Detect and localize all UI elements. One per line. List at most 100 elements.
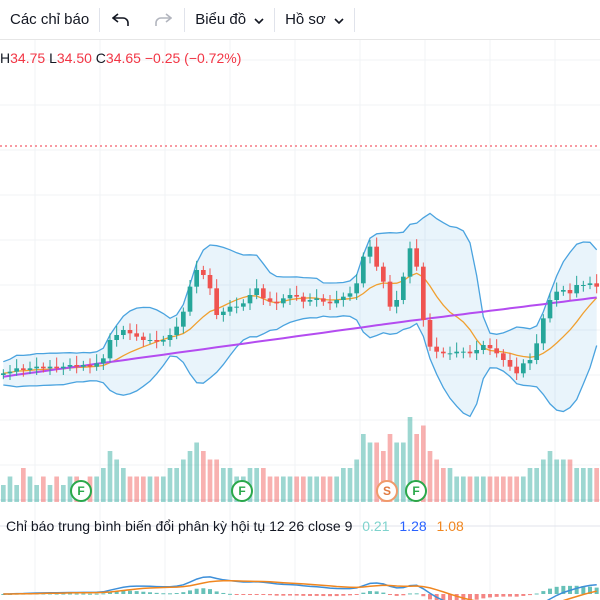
candle-body xyxy=(581,285,586,286)
volume-bar xyxy=(554,459,559,502)
volume-bar xyxy=(534,468,539,502)
candle-body xyxy=(127,330,133,334)
candle-body xyxy=(554,291,559,300)
candle-body xyxy=(574,285,579,294)
toolbar-divider xyxy=(353,7,355,32)
volume-bar xyxy=(7,476,13,502)
macd-histogram-bar xyxy=(254,594,259,595)
candle-body xyxy=(41,366,46,369)
macd-histogram-bar xyxy=(548,588,552,594)
candle-body xyxy=(541,318,546,344)
candle-body xyxy=(441,351,446,354)
candle-body xyxy=(347,293,353,297)
candle-body xyxy=(234,306,239,308)
macd-histogram-bar xyxy=(394,594,399,596)
volume-bar xyxy=(494,476,499,502)
low-label: L xyxy=(49,50,57,66)
candle-body xyxy=(307,300,313,302)
volume-bar xyxy=(114,459,119,502)
undo-button[interactable] xyxy=(100,0,142,40)
macd-histogram-bar xyxy=(288,594,292,596)
macd-histogram-bar xyxy=(474,594,479,600)
macd-histogram-bar xyxy=(121,590,126,594)
macd-histogram-bar xyxy=(561,585,566,594)
candle-body xyxy=(434,346,439,352)
macd-histogram-value: 0.21 xyxy=(362,518,390,534)
candle-body xyxy=(467,351,473,354)
volume-bar xyxy=(67,476,73,502)
candle-body xyxy=(207,275,213,289)
volume-bar xyxy=(294,476,299,502)
candle-body xyxy=(274,301,279,304)
candle-body xyxy=(454,351,459,354)
bollinger-lower-line xyxy=(3,315,598,418)
volume-bar xyxy=(547,451,553,502)
macd-histogram-bar xyxy=(381,592,386,594)
volume-bar xyxy=(94,476,99,502)
macd-histogram-bar xyxy=(541,591,546,594)
indicators-label: Các chỉ báo xyxy=(10,11,90,28)
volume-bar xyxy=(261,468,266,502)
volume-bar xyxy=(201,451,206,502)
candle-body xyxy=(214,288,219,315)
candle-body xyxy=(94,363,99,367)
macd-histogram-bar xyxy=(214,591,219,594)
candle-body xyxy=(74,365,79,367)
volume-bar xyxy=(47,485,53,502)
macd-histogram-bar xyxy=(408,593,412,595)
candle-body xyxy=(267,298,273,302)
indicators-button[interactable]: Các chỉ báo xyxy=(0,0,99,40)
event-marker-s[interactable]: S xyxy=(376,480,398,502)
candle-body xyxy=(27,368,33,370)
volume-bar xyxy=(194,442,199,502)
event-marker-f[interactable]: F xyxy=(70,480,92,502)
macd-histogram-bar xyxy=(108,592,112,594)
event-marker-f[interactable]: F xyxy=(405,480,427,502)
macd-histogram-bar xyxy=(261,594,266,595)
candle-body xyxy=(87,365,93,367)
price-chart[interactable] xyxy=(0,40,600,600)
candle-body xyxy=(61,366,66,369)
redo-button[interactable] xyxy=(142,0,184,40)
candle-body xyxy=(354,283,359,294)
volume-bar xyxy=(334,476,339,502)
macd-histogram-bar xyxy=(581,586,586,594)
candle-body xyxy=(481,345,486,350)
macd-signal-value: 1.08 xyxy=(436,518,464,534)
macd-histogram-bar xyxy=(68,593,72,595)
volume-bar xyxy=(341,468,346,502)
candle-body xyxy=(314,298,319,300)
volume-bar xyxy=(34,485,39,502)
macd-histogram-bar xyxy=(388,594,392,595)
candle-body xyxy=(561,290,566,292)
candle-body xyxy=(254,288,259,295)
macd-histogram-bar xyxy=(414,593,419,595)
macd-histogram-bar xyxy=(508,594,512,597)
candle-body xyxy=(334,300,339,304)
candle-body xyxy=(187,286,193,312)
macd-histogram-bar xyxy=(301,594,306,596)
profile-menu-button[interactable]: Hồ sơ xyxy=(275,0,354,40)
macd-histogram-bar xyxy=(234,594,239,595)
macd-histogram-bar xyxy=(54,593,59,595)
macd-title: Chỉ báo trung bình biến đổi phân kỳ hội … xyxy=(6,518,353,534)
candle-body xyxy=(361,256,366,284)
macd-histogram-bar xyxy=(94,593,99,595)
volume-bar xyxy=(434,459,439,502)
candle-body xyxy=(121,330,126,335)
volume-bar xyxy=(107,451,113,502)
volume-bar xyxy=(561,459,566,502)
macd-histogram-bar xyxy=(148,592,152,594)
macd-histogram-bar xyxy=(81,593,86,595)
event-marker-f[interactable]: F xyxy=(231,480,253,502)
candle-body xyxy=(261,288,266,299)
high-label: H xyxy=(0,50,11,66)
close-label: C xyxy=(95,50,106,66)
macd-line xyxy=(3,576,597,600)
chevron-down-icon xyxy=(254,11,264,28)
chart-menu-button[interactable]: Biểu đồ xyxy=(185,0,274,40)
volume-bar xyxy=(254,468,259,502)
macd-histogram-bar xyxy=(354,594,359,595)
volume-bar xyxy=(454,476,459,502)
candle-body xyxy=(101,358,106,364)
